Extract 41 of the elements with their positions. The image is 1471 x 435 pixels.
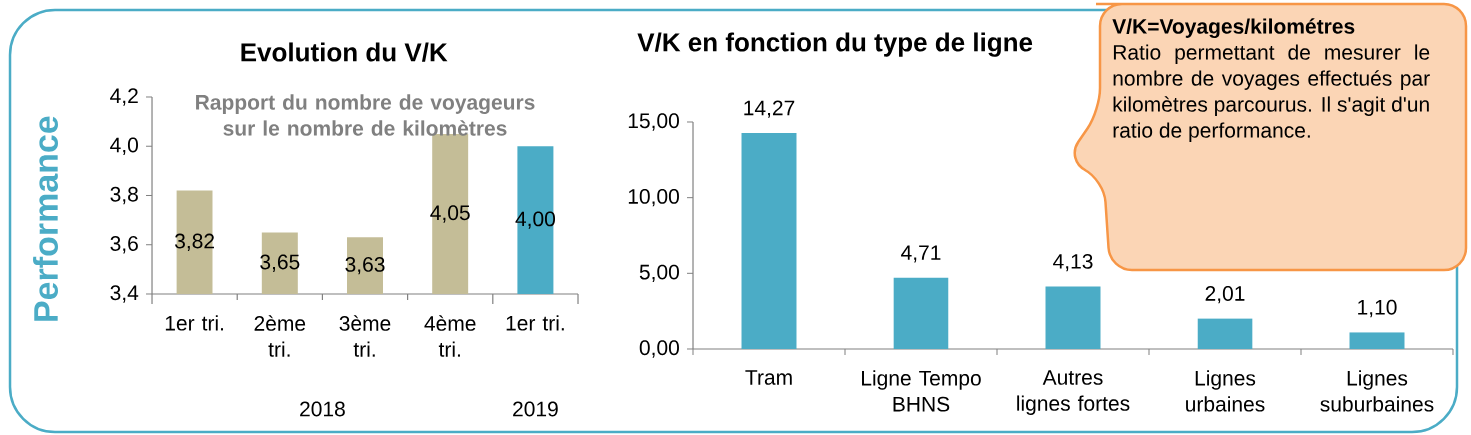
y-tick-label: 3,4	[110, 285, 139, 303]
x-tick-label: 3ème tri.	[339, 315, 391, 357]
data-label: 4,13	[1053, 253, 1093, 272]
chart-title: V/K en fonction du type de ligne	[637, 32, 1033, 57]
x-tick-label: 4ème tri.	[424, 315, 476, 357]
chart-title: Evolution du V/K	[241, 42, 448, 62]
y-tick-label: 5,00	[639, 264, 679, 282]
data-label: 3,65	[260, 254, 300, 272]
x-tick-label: Tram	[745, 370, 792, 385]
y-tick-label: 4,2	[110, 88, 138, 106]
y-tick-label: 3,8	[110, 186, 138, 205]
x-tick-label: Lignes urbaines	[1186, 370, 1265, 412]
chart-subtitle: Rapport du nombre de voyageurs sur le nombre de kilomètres	[196, 94, 535, 136]
y-axis-title: Performance	[33, 116, 58, 321]
text: 2019	[513, 401, 558, 417]
x-tick-label: 2ème tri.	[254, 315, 306, 357]
x-tick-label: Ligne Tempo BHNS	[862, 370, 981, 412]
x-tick-label: 1er tri.	[506, 315, 564, 331]
x-tick-label: 1er tri.	[165, 315, 224, 331]
bar	[1045, 286, 1101, 349]
y-tick-label: 0,00	[639, 340, 679, 358]
text: V/K=Voyages/kilométres	[1112, 18, 1355, 39]
data-label: 4,71	[901, 245, 941, 263]
y-tick-label: 15,00	[628, 113, 679, 131]
bar	[893, 277, 949, 349]
y-tick-label: 10,00	[628, 188, 679, 207]
bar	[1197, 318, 1253, 349]
annotation: Ratio permettant de mesurer le nombre de voyages effectués par kilomètres parcourus. Il s'agit d'un ratio de performance.	[1113, 44, 1430, 142]
data-label: 4,05	[430, 205, 470, 223]
x-tick-label: Lignes suburbaines	[1320, 370, 1434, 412]
bar	[741, 133, 797, 349]
y-tick-label: 4,0	[110, 137, 138, 155]
x-tick-label: Autres lignes fortes	[1017, 370, 1130, 415]
data-label: 1,10	[1358, 299, 1397, 318]
data-label: 2,01	[1205, 286, 1245, 304]
bar	[1349, 332, 1405, 349]
y-tick-label: 3,6	[110, 236, 138, 254]
data-label: 14,27	[744, 100, 795, 118]
text: 2018	[300, 401, 345, 417]
data-label: 3,63	[345, 257, 385, 275]
data-label: 3,82	[174, 233, 214, 251]
